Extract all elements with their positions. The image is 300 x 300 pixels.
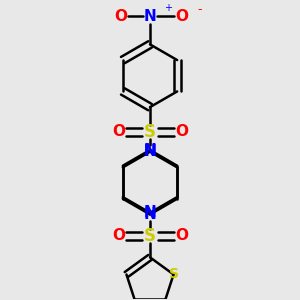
Text: O: O [175,124,188,140]
Text: +: + [164,3,172,13]
Text: O: O [112,124,125,140]
Text: N: N [144,142,156,158]
Text: O: O [175,228,188,243]
Text: N: N [144,144,156,159]
Text: S: S [144,123,156,141]
Text: N: N [144,144,156,159]
Text: -: - [197,3,202,16]
Text: O: O [175,9,188,24]
Text: O: O [112,228,125,243]
Text: N: N [144,205,156,220]
Text: O: O [114,9,127,24]
Text: N: N [144,9,156,24]
Text: S: S [144,227,156,245]
Text: S: S [169,268,178,281]
Text: N: N [144,207,156,222]
